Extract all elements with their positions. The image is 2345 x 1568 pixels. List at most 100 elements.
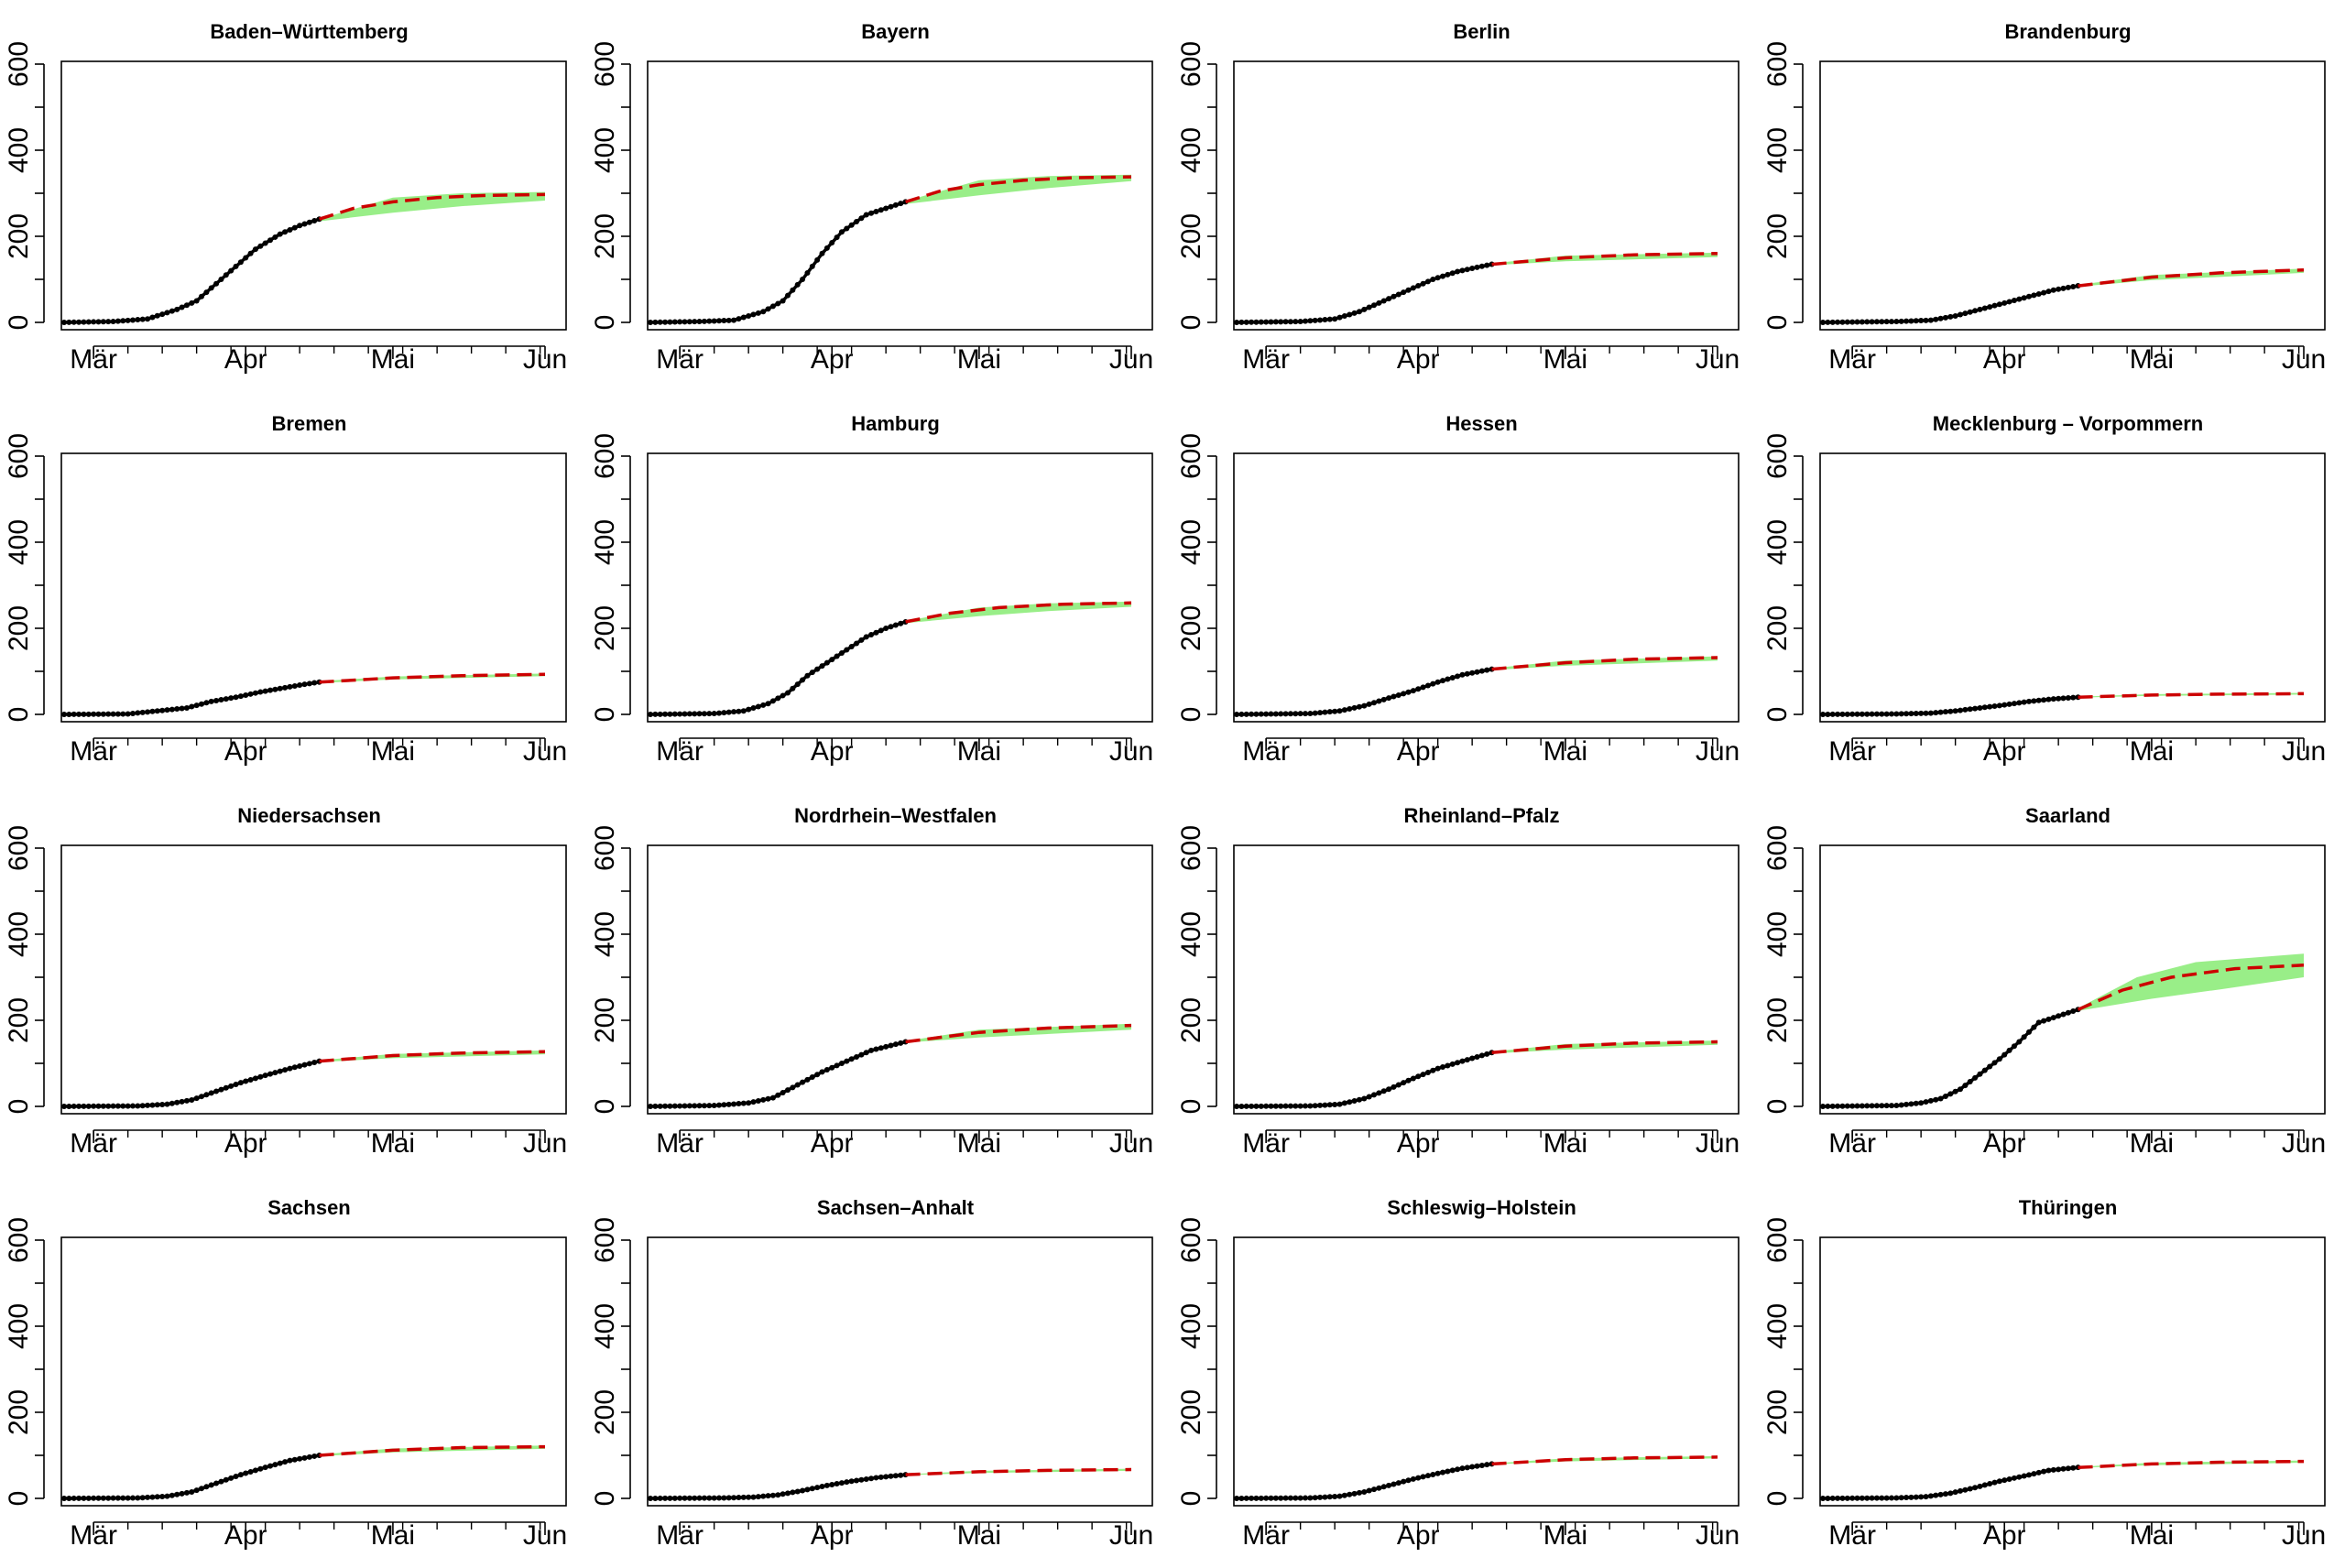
observed-point: [2001, 1477, 2008, 1484]
observed-point: [1859, 1103, 1865, 1109]
observed-point: [159, 311, 166, 318]
y-tick-label: 200: [4, 213, 34, 259]
plot-frame: [1233, 452, 1740, 723]
observed-point: [110, 1495, 116, 1501]
observed-point: [287, 1457, 293, 1464]
y-tick-label: 400: [1762, 127, 1793, 173]
observed-point: [765, 306, 771, 312]
observed-point: [193, 1487, 200, 1494]
observed-point: [1366, 1487, 1372, 1494]
observed-point: [1459, 1465, 1466, 1472]
observed-point: [785, 1087, 791, 1094]
observed-point: [1440, 678, 1445, 684]
observed-point: [1927, 710, 1934, 716]
observed-point: [785, 1490, 791, 1497]
observed-point: [262, 1073, 268, 1079]
observed-point: [105, 1495, 112, 1501]
observed-point: [848, 1056, 855, 1062]
x-tick-label: Mai: [957, 1520, 1001, 1551]
observed-point: [1829, 711, 1836, 717]
observed-point: [2011, 701, 2017, 707]
x-tick-label: Apr: [811, 1520, 854, 1551]
panel-chart: Sachsen 0 200 400 600 Mär Apr Mai Jun: [4, 1196, 567, 1551]
observed-point: [183, 704, 190, 711]
observed-point: [2050, 696, 2056, 702]
panel-title: Hamburg: [851, 412, 940, 435]
observed-point: [1893, 1103, 1900, 1109]
observed-point: [682, 1495, 688, 1501]
observed-point: [301, 1454, 308, 1461]
observed-point: [1430, 277, 1436, 282]
observed-point: [1981, 704, 1988, 711]
observed-point: [1243, 1495, 1249, 1501]
observed-point: [105, 1103, 112, 1109]
observed-point: [66, 1103, 72, 1109]
observed-point: [252, 1467, 258, 1474]
observed-point: [1967, 309, 1973, 315]
observed-point: [1933, 710, 1939, 716]
observed-point: [794, 1488, 801, 1495]
observed-point: [873, 1475, 879, 1481]
observed-point: [888, 1473, 894, 1479]
observed-point: [1434, 1470, 1441, 1476]
observed-point: [1445, 1468, 1451, 1475]
observed-point: [1434, 275, 1441, 281]
y-tick-label: 400: [4, 1303, 34, 1349]
observed-point: [1336, 314, 1343, 321]
y-tick-label: 0: [590, 1099, 620, 1115]
observed-point: [1937, 1095, 1944, 1102]
observed-point: [814, 1485, 821, 1491]
observed-point: [1958, 311, 1963, 318]
observed-point: [1326, 316, 1333, 322]
observed-point: [716, 1102, 722, 1108]
forecast-line: [319, 1050, 546, 1063]
observed-point: [130, 710, 136, 716]
observed-point: [750, 705, 757, 712]
observed-point: [1243, 319, 1249, 325]
panel-title: Sachsen–Anhalt: [817, 1196, 975, 1219]
x-tick-label: Mär: [70, 1128, 117, 1159]
observed-point: [2050, 1466, 2056, 1473]
observed-point: [208, 1090, 214, 1096]
observed-point: [2065, 1009, 2071, 1016]
observed-point: [1391, 293, 1397, 299]
observed-point: [1249, 711, 1255, 717]
observed-point: [1386, 695, 1392, 702]
observed-point: [291, 1456, 298, 1463]
observed-point: [1449, 674, 1456, 681]
panel-chart: Berlin 0 200 400 600 Mär Apr Mai Jun: [1176, 20, 1740, 375]
observed-point: [1478, 668, 1485, 674]
observed-point: [848, 222, 855, 228]
x-tick-label: Mai: [1543, 736, 1587, 767]
observed-point: [1401, 1478, 1407, 1485]
forecast-line: [2078, 691, 2305, 699]
observed-point: [1883, 711, 1890, 717]
observed-point: [145, 316, 151, 322]
observed-point: [2060, 695, 2067, 702]
observed-point: [66, 319, 72, 325]
x-tick-label: Mai: [371, 736, 415, 767]
observed-point: [736, 316, 742, 322]
observed-point: [95, 1495, 102, 1501]
observed-point: [721, 1102, 727, 1108]
y-tick-label: 400: [1176, 519, 1206, 565]
observed-point: [228, 1475, 234, 1481]
observed-point: [85, 1103, 92, 1109]
x-tick-label: Apr: [1983, 736, 2026, 767]
y-tick-label: 0: [1176, 707, 1206, 723]
observed-point: [282, 1067, 289, 1073]
observed-point: [1307, 1495, 1314, 1501]
observed-point: [868, 210, 875, 216]
observed-point: [800, 1079, 806, 1085]
x-tick-label: Mär: [656, 1128, 704, 1159]
observed-point: [2065, 694, 2071, 701]
observed-point: [1263, 711, 1270, 717]
observed-point: [888, 1042, 894, 1049]
forecast-band: [1491, 1040, 1718, 1054]
x-tick-label: Mai: [1543, 1520, 1587, 1551]
observed-point: [760, 702, 767, 708]
observed-point: [696, 1495, 703, 1501]
observed-point: [154, 312, 160, 319]
observed-point: [1371, 1486, 1377, 1493]
observed-point: [2011, 298, 2017, 304]
